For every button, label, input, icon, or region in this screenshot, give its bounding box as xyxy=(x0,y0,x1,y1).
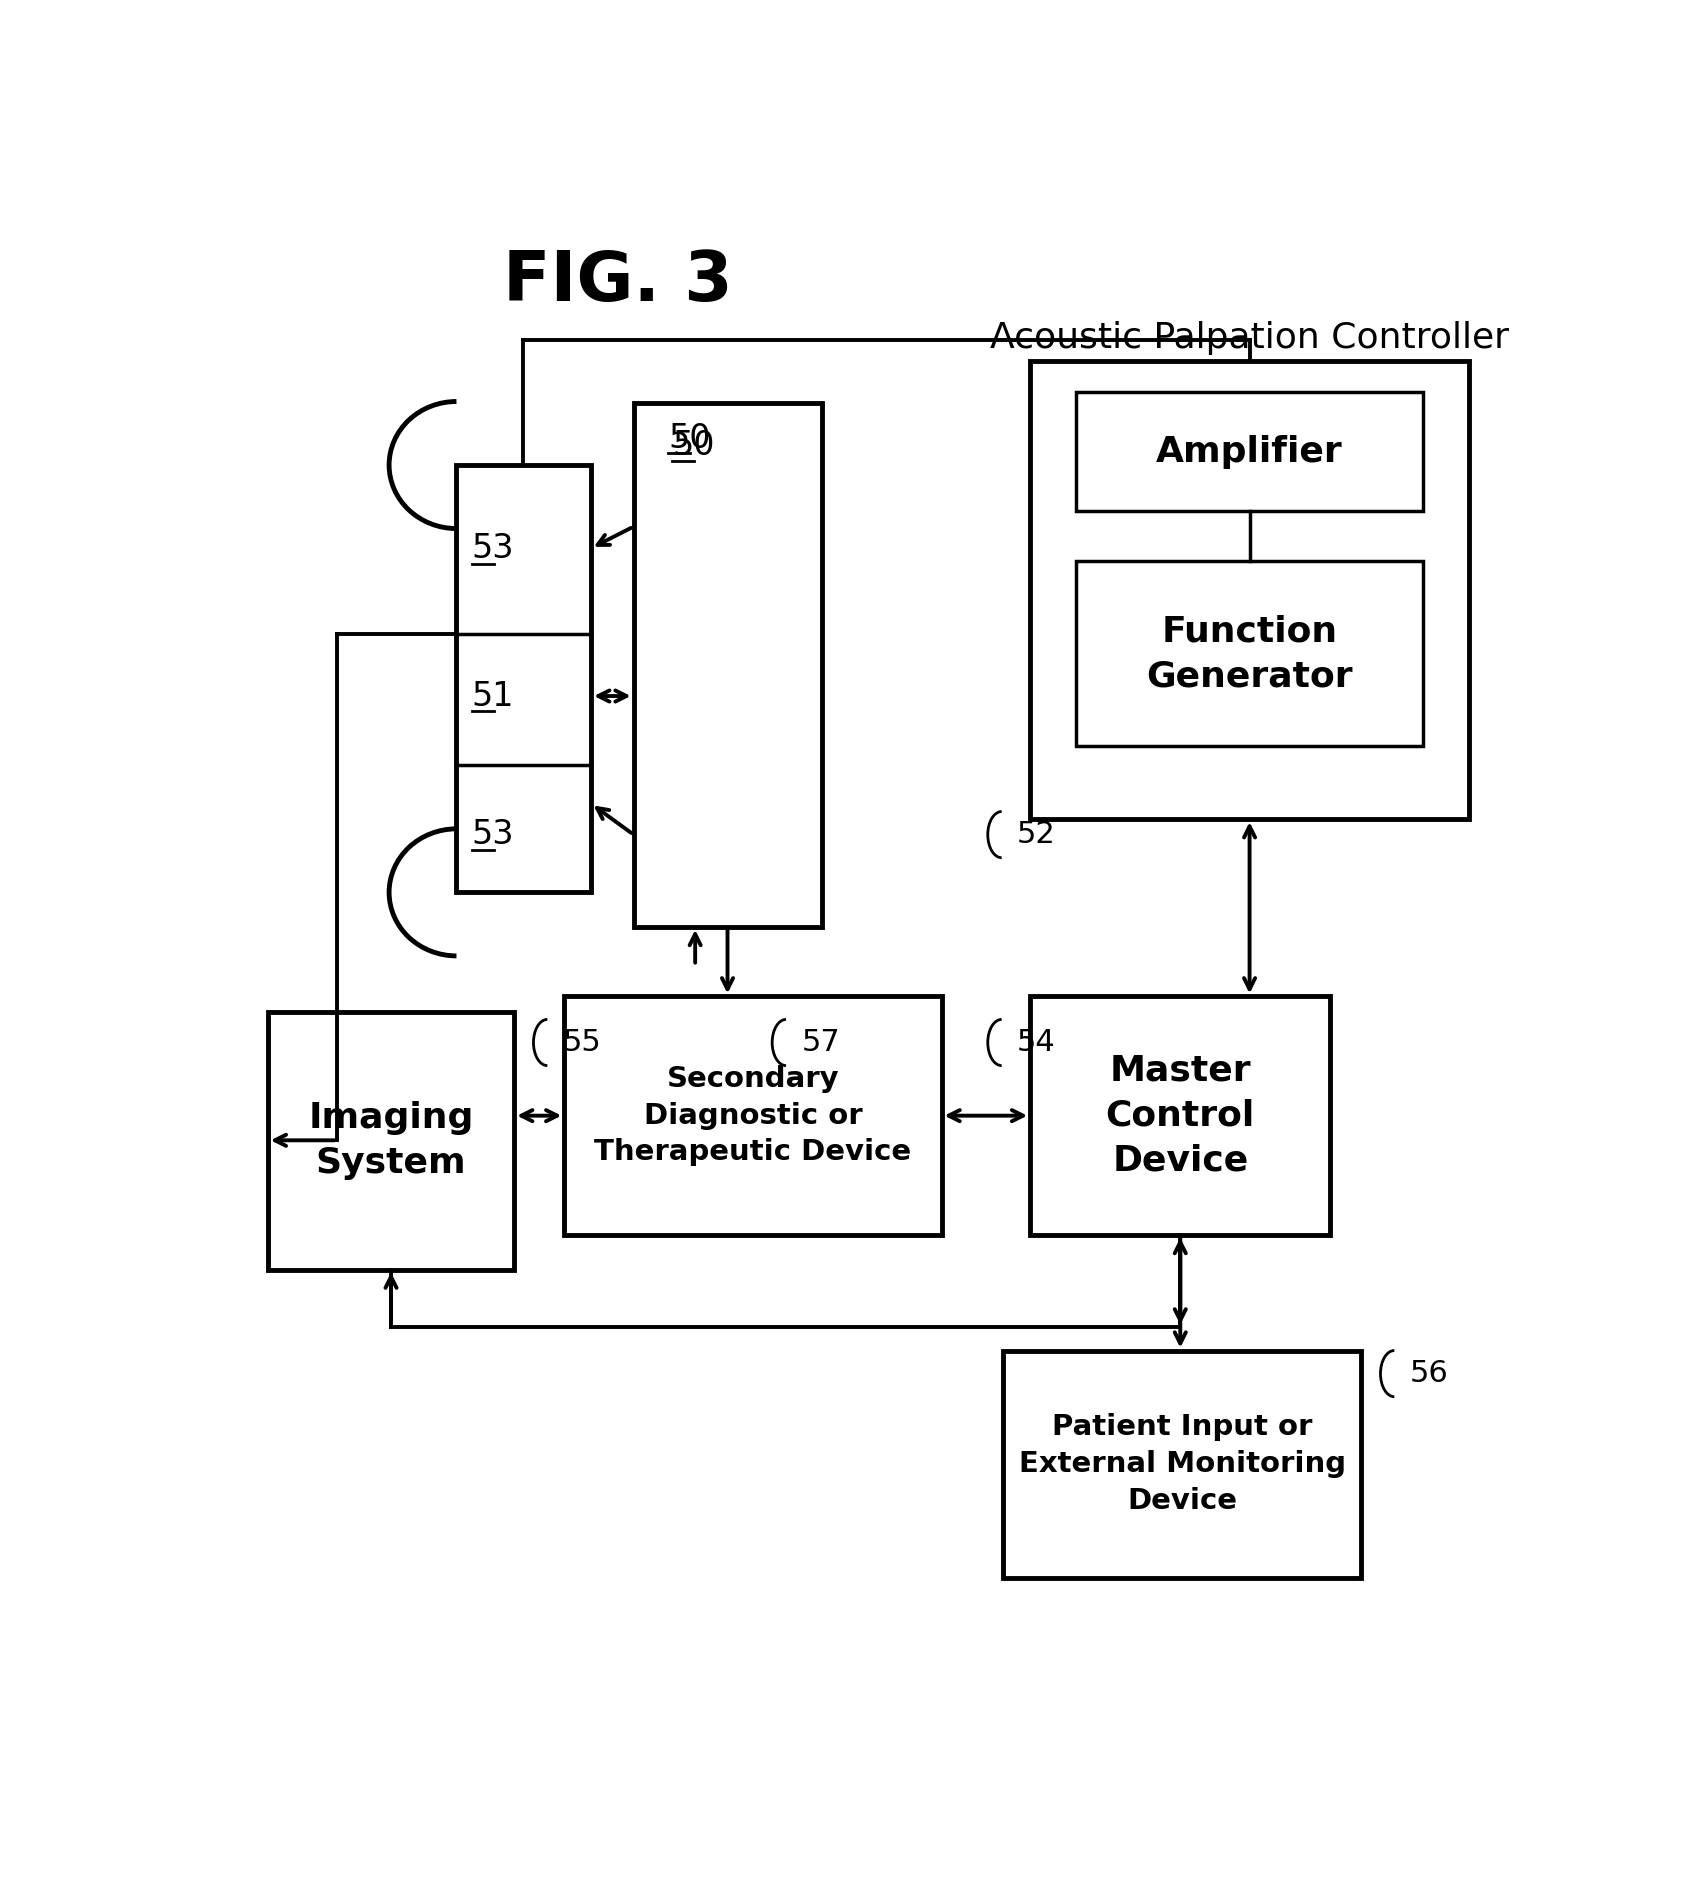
Bar xyxy=(563,996,941,1235)
Bar xyxy=(1002,1350,1360,1579)
Text: Secondary
Diagnostic or
Therapeutic Device: Secondary Diagnostic or Therapeutic Devi… xyxy=(594,1066,912,1166)
Text: 55: 55 xyxy=(562,1028,601,1056)
Bar xyxy=(633,404,821,928)
Text: 56: 56 xyxy=(1408,1360,1448,1388)
Text: 51: 51 xyxy=(471,679,514,713)
Bar xyxy=(1029,360,1468,819)
Text: Patient Input or
External Monitoring
Device: Patient Input or External Monitoring Dev… xyxy=(1017,1413,1345,1514)
Text: 50: 50 xyxy=(671,430,714,462)
Bar xyxy=(1075,392,1422,511)
Text: Imaging
System: Imaging System xyxy=(309,1101,473,1181)
Bar xyxy=(1029,996,1330,1235)
Text: FIG. 3: FIG. 3 xyxy=(504,249,732,315)
Text: Acoustic Palpation Controller: Acoustic Palpation Controller xyxy=(990,321,1509,355)
Bar xyxy=(268,1011,514,1269)
Text: Master
Control
Device: Master Control Device xyxy=(1104,1054,1255,1177)
Text: 50: 50 xyxy=(667,422,710,455)
Text: 53: 53 xyxy=(471,819,514,851)
Text: 52: 52 xyxy=(1016,820,1055,849)
Text: Amplifier: Amplifier xyxy=(1156,434,1342,468)
Text: 54: 54 xyxy=(1016,1028,1055,1056)
Text: 57: 57 xyxy=(801,1028,840,1056)
Text: 53: 53 xyxy=(471,532,514,564)
Text: Function
Generator: Function Generator xyxy=(1145,615,1352,692)
Bar xyxy=(1075,562,1422,747)
Bar xyxy=(456,466,591,892)
